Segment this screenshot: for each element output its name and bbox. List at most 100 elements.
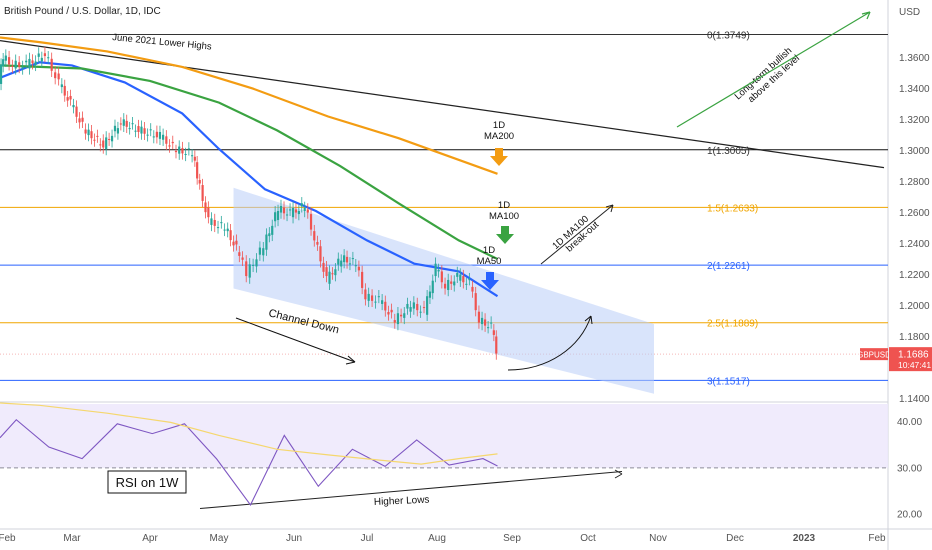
candle-body xyxy=(453,281,456,286)
candle-body xyxy=(300,203,303,207)
candle-body xyxy=(265,234,268,250)
candle-body xyxy=(96,135,99,137)
rsi-tick-label: 40.00 xyxy=(897,417,922,428)
candle-body xyxy=(238,252,241,256)
price-tag-bg xyxy=(889,347,932,372)
candle-body xyxy=(450,281,453,284)
candle-body xyxy=(155,131,158,138)
candle-body xyxy=(406,303,409,309)
candle-body xyxy=(271,225,274,235)
candle-body xyxy=(193,156,196,161)
candle-body xyxy=(81,117,84,122)
candle-body xyxy=(143,128,146,134)
candle-body xyxy=(75,106,78,117)
candle-body xyxy=(390,309,393,313)
candle-body xyxy=(57,73,60,80)
candle-body xyxy=(422,307,426,309)
candle-body xyxy=(14,60,17,69)
time-tick-label: Feb xyxy=(868,533,886,544)
candle-body xyxy=(262,248,265,256)
candle-body xyxy=(162,134,165,140)
candle-body xyxy=(258,247,261,255)
candle-body xyxy=(348,263,352,265)
candle-body xyxy=(459,274,462,281)
rsi-tick-label: 20.00 xyxy=(897,510,922,521)
candle-body xyxy=(490,322,493,324)
candle-body xyxy=(196,162,199,179)
price-tag-countdown: 10:47:41 xyxy=(898,360,931,370)
ma200-arrow xyxy=(490,148,508,166)
candle-body xyxy=(116,128,120,134)
candle-body xyxy=(232,241,235,246)
price-tick-label: 1.3600 xyxy=(899,53,930,64)
candle-body xyxy=(447,279,450,291)
candle-body xyxy=(434,263,437,277)
candle-body xyxy=(4,55,7,61)
candle-body xyxy=(492,330,495,335)
candle-body xyxy=(18,62,21,67)
channel-down-shape xyxy=(233,187,655,394)
rsi-line xyxy=(0,418,498,506)
price-tick-label: 1.2400 xyxy=(899,239,930,250)
candle-body xyxy=(345,256,349,263)
candle-body xyxy=(190,155,194,157)
candle-body xyxy=(0,64,3,84)
candle-body xyxy=(465,283,468,285)
projection-arrowhead xyxy=(584,315,593,325)
candle-body xyxy=(396,313,400,325)
candle-body xyxy=(419,311,422,313)
candle-body xyxy=(431,280,434,294)
candle-body xyxy=(119,123,122,125)
candle-body xyxy=(381,300,384,304)
candle-body xyxy=(168,145,171,147)
ma100-arrow xyxy=(496,226,514,244)
candle-body xyxy=(248,264,251,278)
candle-body xyxy=(483,319,487,326)
candle-body xyxy=(268,233,271,237)
candle-body xyxy=(276,211,280,220)
candle-body xyxy=(374,301,377,303)
candle-body xyxy=(480,317,484,325)
candle-body xyxy=(477,311,481,323)
candle-body xyxy=(125,120,128,127)
candle-body xyxy=(443,283,447,289)
candle-body xyxy=(297,211,300,215)
candle-body xyxy=(294,209,298,213)
candle-body xyxy=(131,123,134,125)
candle-body xyxy=(187,148,190,150)
ma50-arrow xyxy=(481,272,499,290)
time-tick-label: Aug xyxy=(428,533,446,544)
time-tick-label: Mar xyxy=(63,533,81,544)
candle-body xyxy=(165,136,168,144)
candle-body xyxy=(21,66,24,69)
candle-body xyxy=(140,126,143,134)
candle-body xyxy=(207,207,210,218)
price-tag-symbol: GBPUSD xyxy=(857,351,891,360)
candle-body xyxy=(416,303,419,311)
fib-level-label-5: 3(1.1517) xyxy=(707,376,750,387)
candle-body xyxy=(84,129,87,134)
candle-body xyxy=(158,131,162,139)
candle-body xyxy=(428,291,432,298)
candle-body xyxy=(409,307,412,312)
price-tick-label: 1.1400 xyxy=(899,394,930,405)
time-tick-label: 2023 xyxy=(793,533,816,544)
candle-body xyxy=(204,202,207,213)
candle-body xyxy=(468,279,471,281)
candle-body xyxy=(220,222,223,224)
candle-body xyxy=(223,229,226,231)
higher-lows-arrowhead xyxy=(614,469,623,479)
candle-body xyxy=(328,271,331,284)
fib-level-label-1: 1(1.3005) xyxy=(707,146,750,157)
candle-body xyxy=(137,126,140,132)
candle-body xyxy=(357,266,360,271)
candle-body xyxy=(487,327,490,329)
candle-body xyxy=(178,146,181,154)
annotation-higher-lows: Higher Lows xyxy=(374,495,430,508)
candle-body xyxy=(66,97,69,101)
candle-body xyxy=(105,137,108,150)
rsi-tick-label: 30.00 xyxy=(897,463,922,474)
candle-body xyxy=(40,57,43,62)
rsi-ma-line xyxy=(0,402,498,465)
